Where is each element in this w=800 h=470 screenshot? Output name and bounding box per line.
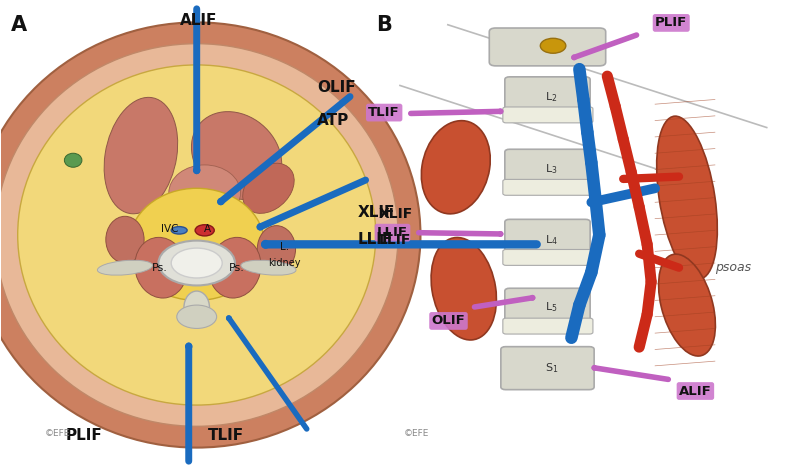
FancyBboxPatch shape: [505, 149, 590, 190]
Circle shape: [171, 248, 222, 278]
Ellipse shape: [169, 165, 241, 221]
Ellipse shape: [184, 291, 210, 324]
Text: A: A: [203, 224, 210, 234]
Text: PLIF: PLIF: [66, 428, 102, 443]
Text: L.: L.: [280, 242, 289, 251]
Circle shape: [158, 241, 235, 285]
FancyBboxPatch shape: [503, 180, 593, 196]
Ellipse shape: [242, 163, 294, 213]
Ellipse shape: [191, 112, 282, 199]
Text: LLIF: LLIF: [378, 233, 411, 247]
Text: ALIF: ALIF: [679, 384, 712, 398]
FancyBboxPatch shape: [503, 250, 593, 266]
Text: PLIF: PLIF: [655, 16, 687, 30]
Ellipse shape: [135, 237, 187, 298]
Text: A: A: [11, 16, 27, 35]
Ellipse shape: [431, 237, 497, 340]
Ellipse shape: [64, 153, 82, 167]
Text: kidney: kidney: [268, 258, 301, 268]
Ellipse shape: [0, 44, 398, 426]
FancyBboxPatch shape: [501, 347, 594, 390]
FancyBboxPatch shape: [505, 219, 590, 260]
Text: S$_1$: S$_1$: [545, 361, 558, 375]
Ellipse shape: [422, 121, 490, 214]
Ellipse shape: [177, 305, 217, 329]
Text: ATP: ATP: [317, 112, 350, 127]
Text: OLIF: OLIF: [317, 80, 356, 95]
Text: Ps.: Ps.: [229, 263, 245, 273]
Text: TLIF: TLIF: [368, 106, 400, 119]
Text: TLIF: TLIF: [208, 428, 244, 443]
Text: LLIF: LLIF: [358, 232, 393, 247]
Ellipse shape: [98, 260, 153, 275]
Text: OLIF: OLIF: [432, 314, 466, 328]
FancyBboxPatch shape: [505, 77, 590, 118]
Text: ALIF: ALIF: [180, 13, 217, 28]
Ellipse shape: [106, 216, 144, 263]
Text: XLIF: XLIF: [378, 207, 413, 221]
Ellipse shape: [657, 116, 718, 279]
Text: L$_5$: L$_5$: [545, 300, 558, 314]
Circle shape: [195, 225, 214, 236]
Text: B: B: [376, 16, 392, 35]
Text: LLIF: LLIF: [377, 226, 408, 239]
Ellipse shape: [258, 226, 295, 273]
Ellipse shape: [18, 65, 376, 405]
Text: L$_4$: L$_4$: [545, 233, 558, 247]
Ellipse shape: [0, 23, 421, 447]
Text: ©EFE: ©EFE: [404, 429, 430, 438]
Ellipse shape: [658, 254, 715, 356]
Ellipse shape: [209, 237, 261, 298]
Text: L$_3$: L$_3$: [545, 163, 558, 177]
FancyBboxPatch shape: [503, 318, 593, 334]
Text: XLIF: XLIF: [358, 205, 395, 220]
Text: IVC: IVC: [161, 224, 178, 234]
FancyBboxPatch shape: [503, 107, 593, 123]
Text: L$_2$: L$_2$: [546, 90, 558, 104]
Text: Ps.: Ps.: [152, 263, 168, 273]
FancyBboxPatch shape: [490, 28, 606, 66]
Ellipse shape: [129, 188, 265, 300]
Ellipse shape: [171, 227, 187, 234]
Ellipse shape: [104, 97, 178, 214]
Ellipse shape: [241, 260, 296, 275]
Circle shape: [540, 38, 566, 53]
Text: ©EFE: ©EFE: [46, 429, 70, 438]
FancyBboxPatch shape: [505, 288, 590, 327]
Text: psoas: psoas: [715, 261, 751, 274]
